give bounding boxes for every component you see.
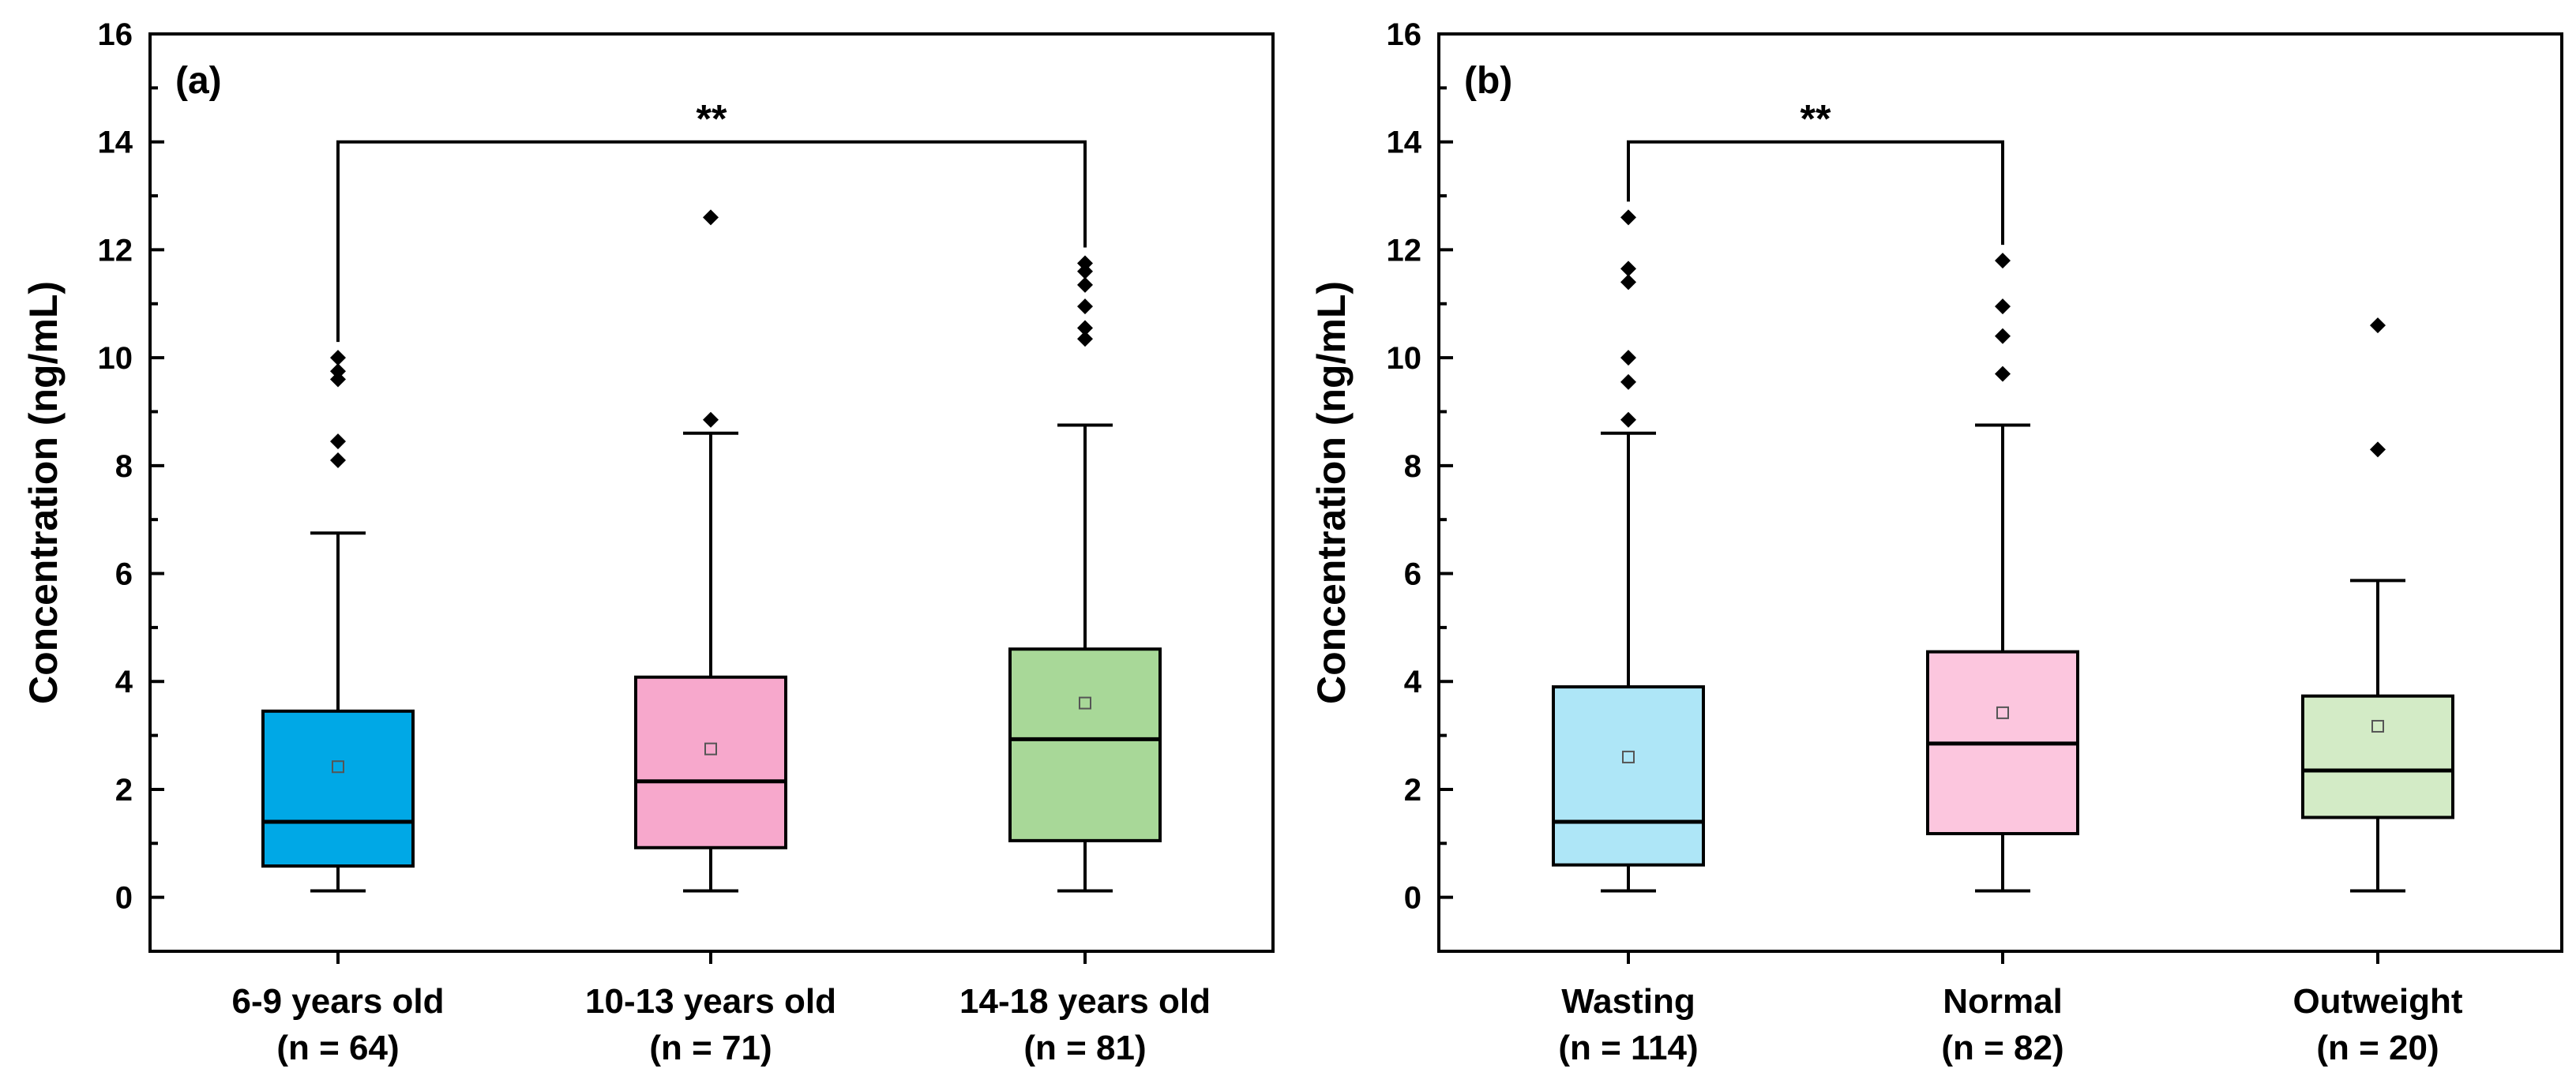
outlier-point [1077,298,1093,315]
outlier-point [1620,274,1636,291]
y-tick-label: 0 [1404,881,1421,916]
panel-label: (b) [1464,60,1512,102]
outlier-point [1077,255,1093,272]
outlier-point [2370,317,2386,334]
mean-marker [1622,750,1635,763]
category-label-line2: (n = 71) [649,1029,772,1067]
outlier-point [2370,441,2386,458]
mean-marker [1996,706,2009,719]
outlier-point [1077,320,1093,336]
outlier-point [1995,253,2011,269]
y-tick-label: 8 [115,449,133,484]
category-label-line2: (n = 82) [1941,1029,2063,1067]
iqr-box [634,675,787,849]
outlier-point [703,411,719,428]
outlier-point [1995,366,2011,382]
outlier-point [1077,276,1093,293]
box-2 [1008,255,1162,893]
box-1 [634,209,787,893]
mean-marker [1079,696,1091,710]
y-ticks: 0 2 4 6 8 10 12 14 16 [1387,17,2379,964]
outlier-point [330,363,346,380]
plot-frame [1437,32,2563,953]
mean-marker [2371,719,2384,733]
y-tick-label: 6 [115,557,133,592]
category-label-line2: (n = 81) [1023,1029,1146,1067]
category-label-line2: (n = 64) [276,1029,399,1067]
outlier-point [1620,411,1636,428]
category-label-line1: Normal [1943,982,2063,1021]
y-ticks: 0 2 4 6 8 10 12 14 16 [98,17,1087,964]
significance-bracket: ** [1627,97,2004,246]
significance-label: ** [1801,97,1831,141]
y-tick-label: 14 [98,126,133,160]
outlier-point [1620,209,1636,226]
outlier-point [1077,263,1093,279]
y-tick-label: 10 [1387,341,1422,376]
category-label-line2: (n = 114) [1558,1029,1698,1067]
box-1 [1926,253,2079,893]
outlier-point [703,209,719,226]
category-label-line1: 6-9 years old [231,982,444,1021]
y-tick-label: 4 [1404,665,1422,699]
category-labels: 6-9 years old (n = 64) 10-13 years old (… [231,982,1211,1067]
box-2 [2301,317,2454,893]
category-label-line1: 14-18 years old [959,982,1211,1021]
y-tick-label: 16 [1387,17,1422,52]
outlier-point [1995,328,2011,344]
y-tick-label: 4 [115,665,133,699]
outlier-point [1620,261,1636,277]
category-labels: Wasting (n = 114) Normal (n = 82) Outwei… [1558,982,2463,1067]
y-tick-label: 2 [1404,773,1421,808]
category-label-line1: Wasting [1561,982,1695,1021]
y-tick-label: 10 [98,341,133,376]
box-series [1552,209,2454,893]
box-0 [261,350,415,893]
y-tick-label: 16 [98,17,133,52]
y-axis-label: Concentration (ng/mL) [21,281,66,704]
category-label-line1: 10-13 years old [585,982,836,1021]
iqr-box [2301,694,2454,819]
outlier-point [1620,373,1636,390]
outlier-point [330,452,346,468]
box-series [261,209,1162,893]
outlier-point [330,371,346,388]
iqr-box [1008,647,1162,842]
y-tick-label: 12 [1387,233,1422,268]
y-tick-label: 12 [98,233,133,268]
outlier-point [330,350,346,366]
category-label-line1: Outweight [2292,982,2462,1021]
mean-marker [704,742,717,755]
category-label-line2: (n = 20) [2316,1029,2439,1067]
y-axis-label: Concentration (ng/mL) [1309,281,1354,704]
significance-line [1627,140,2004,246]
y-tick-label: 0 [115,881,133,916]
box-0 [1552,209,1705,893]
y-tick-label: 14 [1387,126,1422,160]
iqr-box [1552,685,1705,867]
y-tick-label: 6 [1404,557,1421,592]
y-tick-label: 8 [1404,449,1421,484]
significance-line [336,140,1087,343]
outlier-point [330,433,346,450]
panel-label: (a) [175,60,222,102]
y-tick-label: 2 [115,773,133,808]
mean-marker [332,760,344,774]
iqr-box [261,709,415,868]
panel-a: (a) Concentration (ng/mL) 0246810121416 … [21,17,1275,1067]
significance-bracket: ** [336,97,1087,343]
panel-b: (b) Concentration (ng/mL) 0246810121416 … [1309,17,2563,1067]
significance-label: ** [697,97,727,141]
outlier-point [1620,350,1636,366]
outlier-point [1077,331,1093,347]
outlier-point [1995,298,2011,315]
